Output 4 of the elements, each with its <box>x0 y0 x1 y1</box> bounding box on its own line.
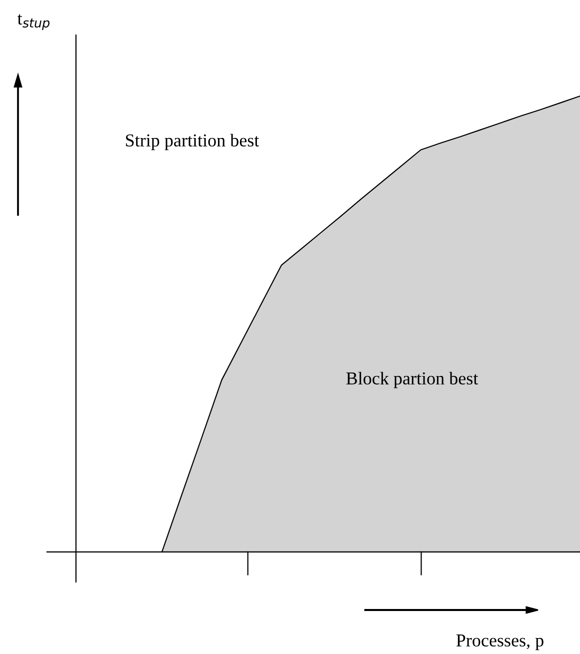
annotation: Block partion best <box>346 372 478 388</box>
annotation: Strip partition best <box>126 134 260 150</box>
text: t$_{stup}$ <box>17 14 50 30</box>
x-axis-title: Processes, p <box>456 634 544 650</box>
